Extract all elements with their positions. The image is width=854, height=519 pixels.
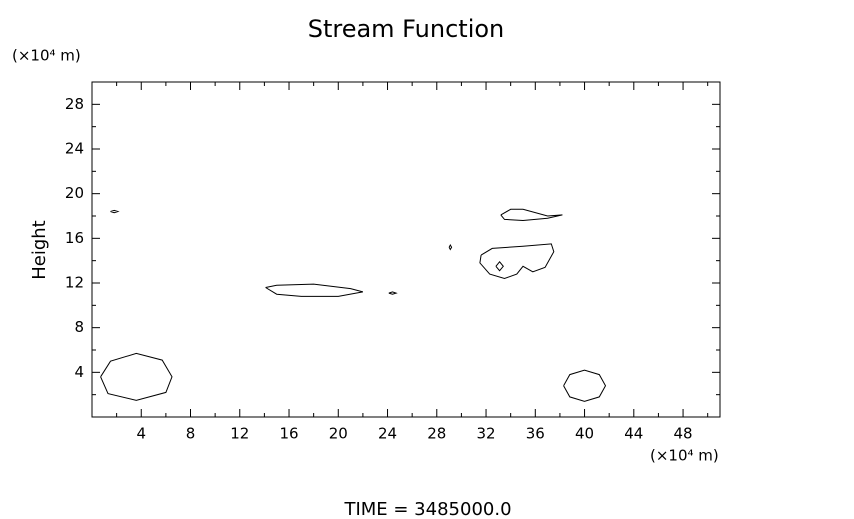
y-tick-label: 8 [74,318,84,336]
x-tick-label: 12 [230,425,249,443]
x-tick-label: 32 [476,425,495,443]
y-axis-label: Height [29,220,50,280]
x-tick-label: 4 [136,425,146,443]
y-tick-label: 16 [65,229,84,247]
x-tick-label: 28 [427,425,446,443]
contour-line [388,291,398,295]
contour-line [479,243,555,280]
y-tick-label: 24 [65,140,84,158]
x-tick-label: 8 [186,425,196,443]
contour-line [495,261,504,272]
plot-frame [91,81,721,418]
chart-title: Stream Function [308,15,505,43]
x-unit: (×10⁴ m) [650,447,719,465]
contour-line [110,209,120,214]
contour-line [448,243,453,251]
time-annotation: TIME = 3485000.0 [343,499,511,519]
contour-line [500,208,563,222]
x-tick-label: 20 [329,425,348,443]
y-unit: (×10⁴ m) [12,47,81,65]
x-tick-label: 16 [279,425,298,443]
x-tick-label: 36 [526,425,545,443]
y-tick-label: 28 [65,95,84,113]
x-tick-label: 40 [575,425,594,443]
y-tick-label: 20 [65,184,84,202]
x-tick-label: 24 [378,425,397,443]
contour-line [265,283,364,297]
contour-line [563,369,607,402]
y-tick-label: 12 [65,274,84,292]
x-tick-label: 48 [674,425,693,443]
x-tick-label: 44 [624,425,643,443]
contour-line [100,352,173,401]
y-tick-label: 4 [74,363,84,381]
